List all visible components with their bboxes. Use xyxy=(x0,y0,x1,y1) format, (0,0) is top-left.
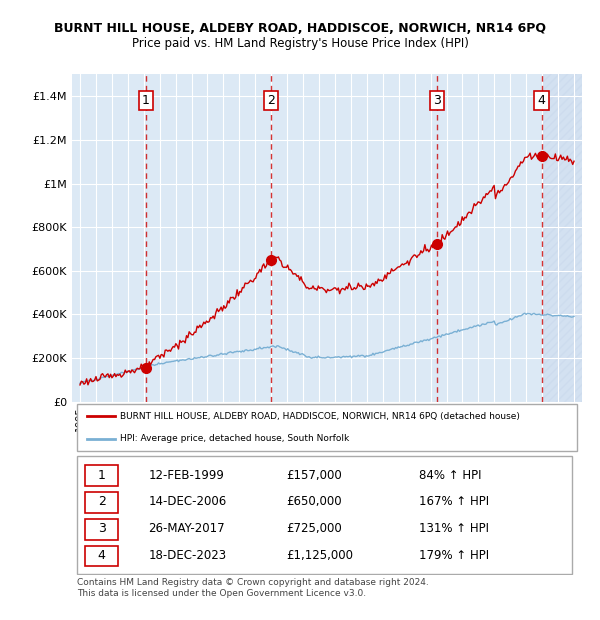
Text: £725,000: £725,000 xyxy=(286,522,342,535)
Text: 4: 4 xyxy=(538,94,545,107)
Text: £650,000: £650,000 xyxy=(286,495,342,508)
Text: 167% ↑ HPI: 167% ↑ HPI xyxy=(419,495,489,508)
Text: 131% ↑ HPI: 131% ↑ HPI xyxy=(419,522,489,535)
FancyBboxPatch shape xyxy=(77,456,572,574)
FancyBboxPatch shape xyxy=(85,519,118,539)
Text: 4: 4 xyxy=(98,549,106,562)
Text: 84% ↑ HPI: 84% ↑ HPI xyxy=(419,469,481,482)
Text: Contains HM Land Registry data © Crown copyright and database right 2024.
This d: Contains HM Land Registry data © Crown c… xyxy=(77,578,429,598)
Text: 1: 1 xyxy=(142,94,149,107)
Text: BURNT HILL HOUSE, ALDEBY ROAD, HADDISCOE, NORWICH, NR14 6PQ (detached house): BURNT HILL HOUSE, ALDEBY ROAD, HADDISCOE… xyxy=(121,412,520,421)
FancyBboxPatch shape xyxy=(85,466,118,486)
FancyBboxPatch shape xyxy=(85,492,118,513)
Bar xyxy=(542,74,582,402)
Text: £1,125,000: £1,125,000 xyxy=(286,549,353,562)
Text: HPI: Average price, detached house, South Norfolk: HPI: Average price, detached house, Sout… xyxy=(121,435,350,443)
Text: 3: 3 xyxy=(98,522,106,535)
Text: 179% ↑ HPI: 179% ↑ HPI xyxy=(419,549,489,562)
Text: 2: 2 xyxy=(266,94,275,107)
Text: 14-DEC-2006: 14-DEC-2006 xyxy=(149,495,227,508)
Text: 3: 3 xyxy=(433,94,441,107)
Text: 1: 1 xyxy=(98,469,106,482)
Text: BURNT HILL HOUSE, ALDEBY ROAD, HADDISCOE, NORWICH, NR14 6PQ: BURNT HILL HOUSE, ALDEBY ROAD, HADDISCOE… xyxy=(54,22,546,35)
Text: 18-DEC-2023: 18-DEC-2023 xyxy=(149,549,227,562)
Text: 26-MAY-2017: 26-MAY-2017 xyxy=(149,522,225,535)
Text: 12-FEB-1999: 12-FEB-1999 xyxy=(149,469,224,482)
FancyBboxPatch shape xyxy=(77,404,577,451)
Text: £157,000: £157,000 xyxy=(286,469,342,482)
Text: Price paid vs. HM Land Registry's House Price Index (HPI): Price paid vs. HM Land Registry's House … xyxy=(131,37,469,50)
FancyBboxPatch shape xyxy=(85,546,118,566)
Text: 2: 2 xyxy=(98,495,106,508)
